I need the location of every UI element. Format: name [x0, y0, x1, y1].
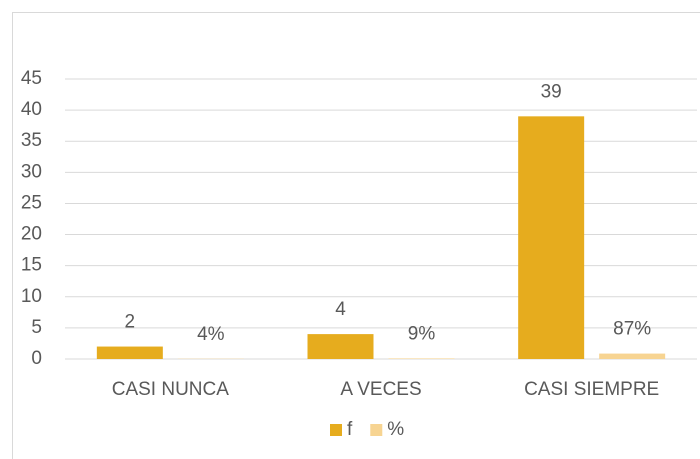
data-label: 2	[125, 312, 136, 333]
chart-frame	[12, 12, 700, 459]
y-tick-label: 5	[31, 317, 42, 338]
data-label: 9%	[408, 323, 436, 344]
bar	[388, 358, 455, 359]
legend-label: f	[347, 419, 353, 440]
y-tick-label: 30	[21, 161, 42, 182]
bar	[599, 353, 666, 359]
legend-swatch	[330, 424, 342, 436]
y-tick-label: 15	[21, 255, 42, 276]
bar	[96, 346, 163, 359]
y-tick-label: 20	[21, 224, 42, 245]
data-label: 87%	[613, 319, 651, 340]
x-tick-label: CASI NUNCA	[112, 379, 230, 400]
legend-swatch	[370, 424, 383, 436]
y-tick-label: 10	[21, 286, 42, 307]
y-tick-label: 45	[21, 68, 42, 89]
bar	[307, 334, 374, 359]
y-tick-label: 35	[21, 130, 42, 151]
data-label: 4%	[197, 324, 225, 345]
data-label: 39	[541, 81, 562, 102]
bar	[518, 116, 585, 359]
x-tick-label: A VECES	[340, 379, 421, 400]
y-tick-label: 0	[31, 348, 42, 369]
legend-label: %	[387, 419, 404, 440]
data-label: 4	[335, 299, 346, 320]
y-tick-label: 25	[21, 192, 42, 213]
y-tick-label: 40	[21, 99, 42, 120]
x-tick-label: CASI SIEMPRE	[524, 379, 659, 400]
